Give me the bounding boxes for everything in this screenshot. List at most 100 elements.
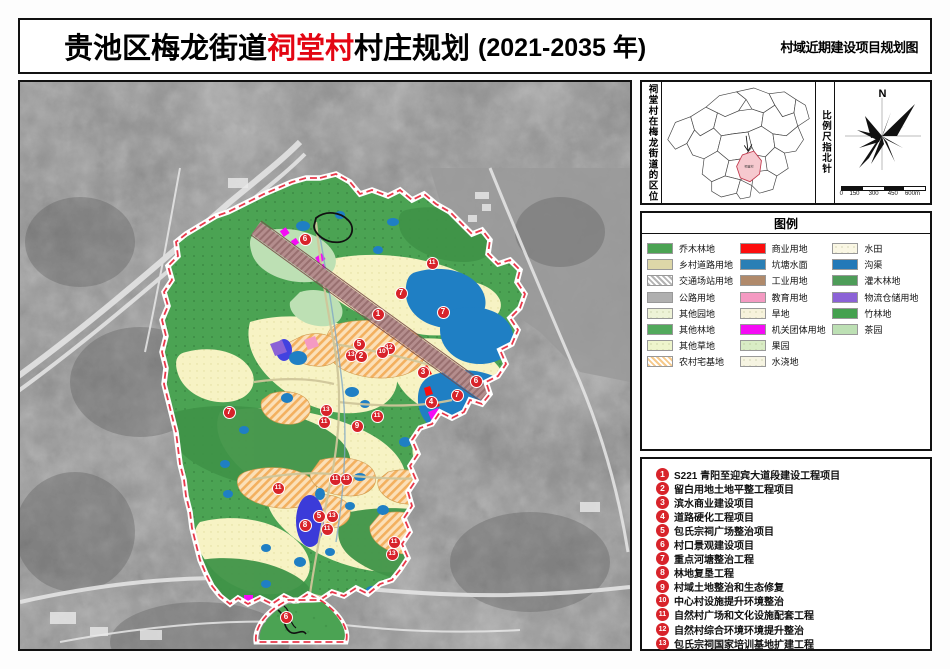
map-project-marker[interactable]: 1 bbox=[371, 307, 385, 321]
project-list-item[interactable]: 8 林地复垦工程 bbox=[642, 566, 930, 580]
map-project-marker[interactable]: 8 bbox=[298, 518, 312, 532]
map-project-marker[interactable]: 11 bbox=[370, 409, 384, 423]
project-number-badge: 13 bbox=[656, 636, 669, 650]
scale-tick: 0 bbox=[839, 191, 844, 197]
legend-item: 茶园 bbox=[832, 323, 925, 336]
legend-label: 工业用地 bbox=[771, 276, 808, 287]
legend-swatch bbox=[832, 259, 859, 271]
legend-swatch bbox=[832, 275, 859, 287]
project-label: 包氏宗祠国家培训基地扩建工程 bbox=[674, 639, 814, 651]
map-project-marker[interactable]: 5 bbox=[312, 509, 326, 523]
project-label: 村口景观建设项目 bbox=[674, 541, 754, 553]
map-project-marker[interactable]: 7 bbox=[222, 405, 236, 419]
project-list-item[interactable]: 6 村口景观建设项目 bbox=[642, 537, 930, 553]
map-project-marker[interactable]: 11 bbox=[317, 415, 331, 429]
map-project-marker[interactable]: 6 bbox=[298, 232, 312, 246]
title-highlight: 祠堂村 bbox=[267, 33, 355, 65]
title-suffix: 村庄规划 bbox=[354, 33, 471, 65]
legend-swatch bbox=[647, 340, 673, 352]
scale-tick: 600m bbox=[904, 191, 920, 197]
compass-label-text: 比例尺指北针 bbox=[820, 110, 831, 175]
legend-label: 竹林地 bbox=[864, 308, 892, 319]
project-label: 滨水商业建设项目 bbox=[674, 498, 754, 510]
map-graphic bbox=[20, 82, 630, 649]
legend-label: 坑塘水面 bbox=[771, 260, 808, 271]
legend-swatch bbox=[832, 323, 859, 335]
locator-highlight-area bbox=[736, 150, 762, 183]
compass-box: N bbox=[835, 82, 930, 203]
legend-item: 灌木林地 bbox=[832, 274, 925, 287]
project-number-badge: 10 bbox=[656, 594, 669, 608]
map-project-marker[interactable]: 13 bbox=[325, 509, 339, 523]
map-frame[interactable]: 6 11 7 7 1 12 5 10 13 2 3 6 4 7 7 13 11 11 9 11 11 13 5 13 8 11 11… bbox=[18, 80, 632, 651]
map-project-marker[interactable]: 7 bbox=[436, 305, 450, 319]
legend-swatch bbox=[739, 340, 766, 352]
title-prefix: 贵池区梅龙街道 bbox=[64, 33, 268, 65]
project-list-item[interactable]: 11 自然村广场和文化设施配套工程 bbox=[642, 608, 930, 622]
legend-label: 其他草地 bbox=[679, 341, 716, 352]
map-project-marker[interactable]: 11 bbox=[425, 256, 439, 270]
legend-item: 果园 bbox=[739, 339, 833, 352]
map-project-marker[interactable]: 13 bbox=[319, 403, 333, 417]
map-project-marker[interactable]: 10 bbox=[375, 345, 389, 359]
map-project-marker[interactable]: 7 bbox=[450, 388, 464, 402]
map-project-marker[interactable]: 6 bbox=[469, 374, 483, 388]
project-list-item[interactable]: 13 包氏宗祠国家培训基地扩建工程 bbox=[642, 636, 930, 651]
project-list-item[interactable]: 5 包氏宗祠广场整治项目 bbox=[642, 523, 930, 538]
legend-swatch bbox=[739, 323, 766, 335]
project-list-item[interactable]: 7 重点河塘整治工程 bbox=[642, 552, 930, 566]
legend-column-1: 乔木林地 乡村道路用地 交通场站用地 公路用地 其他园地 其他林地 其他草地 农村宅基地 bbox=[647, 242, 740, 368]
locator-map-graphic: 祠堂村 bbox=[667, 87, 810, 200]
map-project-marker[interactable]: 2 bbox=[354, 349, 368, 363]
legend-swatch bbox=[647, 243, 673, 254]
project-list-item[interactable]: 1 S221 青阳至迎宾大道段建设工程项目 bbox=[642, 467, 930, 482]
project-label: 道路硬化工程项目 bbox=[674, 512, 754, 524]
legend-swatch bbox=[739, 259, 766, 271]
project-list-item[interactable]: 10 中心村设施提升环境整治 bbox=[642, 594, 930, 608]
legend-label: 商业用地 bbox=[771, 244, 808, 254]
project-label: 林地复垦工程 bbox=[674, 569, 734, 581]
project-number-badge: 2 bbox=[656, 481, 669, 495]
legend-swatch bbox=[647, 323, 673, 335]
legend-item: 旱地 bbox=[739, 307, 833, 320]
project-list-item[interactable]: 12 自然村综合环境环境提升整治 bbox=[642, 622, 930, 637]
project-number-badge: 5 bbox=[656, 523, 669, 537]
map-project-marker[interactable]: 7 bbox=[394, 286, 408, 300]
legend-swatch bbox=[647, 291, 673, 303]
legend-swatch bbox=[739, 307, 766, 319]
project-list-item[interactable]: 2 留白用地土地平整工程项目 bbox=[642, 481, 930, 496]
legend-title: 图例 bbox=[642, 213, 930, 234]
scale-bar: 0 150 300 450 600m bbox=[839, 186, 926, 197]
map-project-marker[interactable]: 11 bbox=[387, 535, 401, 549]
title-subtitle: 村域近期建设项目规划图 bbox=[780, 39, 918, 55]
locator-village-name: 祠堂村 bbox=[744, 163, 753, 168]
map-project-marker[interactable]: 5 bbox=[352, 337, 366, 351]
project-list-item[interactable]: 9 村域土地整治和生态修复 bbox=[642, 580, 930, 594]
map-project-marker[interactable]: 9 bbox=[350, 419, 364, 433]
legend-item: 商业用地 bbox=[739, 242, 833, 255]
project-list-item[interactable]: 4 道路硬化工程项目 bbox=[642, 509, 930, 524]
map-project-marker[interactable]: 11 bbox=[271, 481, 285, 495]
map-project-marker[interactable]: 4 bbox=[424, 395, 438, 409]
legend-item: 交通场站用地 bbox=[647, 274, 740, 287]
project-list-item[interactable]: 3 滨水商业建设项目 bbox=[642, 495, 930, 510]
map-project-marker[interactable]: 13 bbox=[339, 472, 353, 486]
legend-label: 果园 bbox=[771, 341, 790, 352]
legend-label: 旱地 bbox=[771, 308, 790, 319]
map-project-marker[interactable]: 3 bbox=[416, 365, 430, 379]
legend-label: 物流仓储用地 bbox=[864, 292, 919, 303]
project-number-badge: 6 bbox=[656, 538, 669, 552]
locator-compass-box: 祠堂村在梅龙街道的区位 bbox=[640, 80, 932, 205]
legend-label: 沟渠 bbox=[864, 260, 883, 271]
locator-map: 祠堂村 bbox=[662, 82, 815, 203]
legend-item: 其他草地 bbox=[647, 339, 740, 352]
legend-swatch bbox=[739, 356, 766, 368]
map-project-marker[interactable]: 11 bbox=[320, 522, 334, 536]
legend-swatch bbox=[647, 275, 673, 287]
legend-label: 乡村道路用地 bbox=[679, 260, 734, 271]
legend-item: 公路用地 bbox=[647, 291, 740, 304]
legend-item: 其他园地 bbox=[647, 307, 740, 320]
map-project-marker[interactable]: 6 bbox=[279, 610, 293, 624]
map-project-marker[interactable]: 13 bbox=[385, 547, 399, 561]
map-canvas[interactable]: 6 11 7 7 1 12 5 10 13 2 3 6 4 7 7 13 11 11 9 11 11 13 5 13 8 11 11… bbox=[20, 82, 630, 649]
